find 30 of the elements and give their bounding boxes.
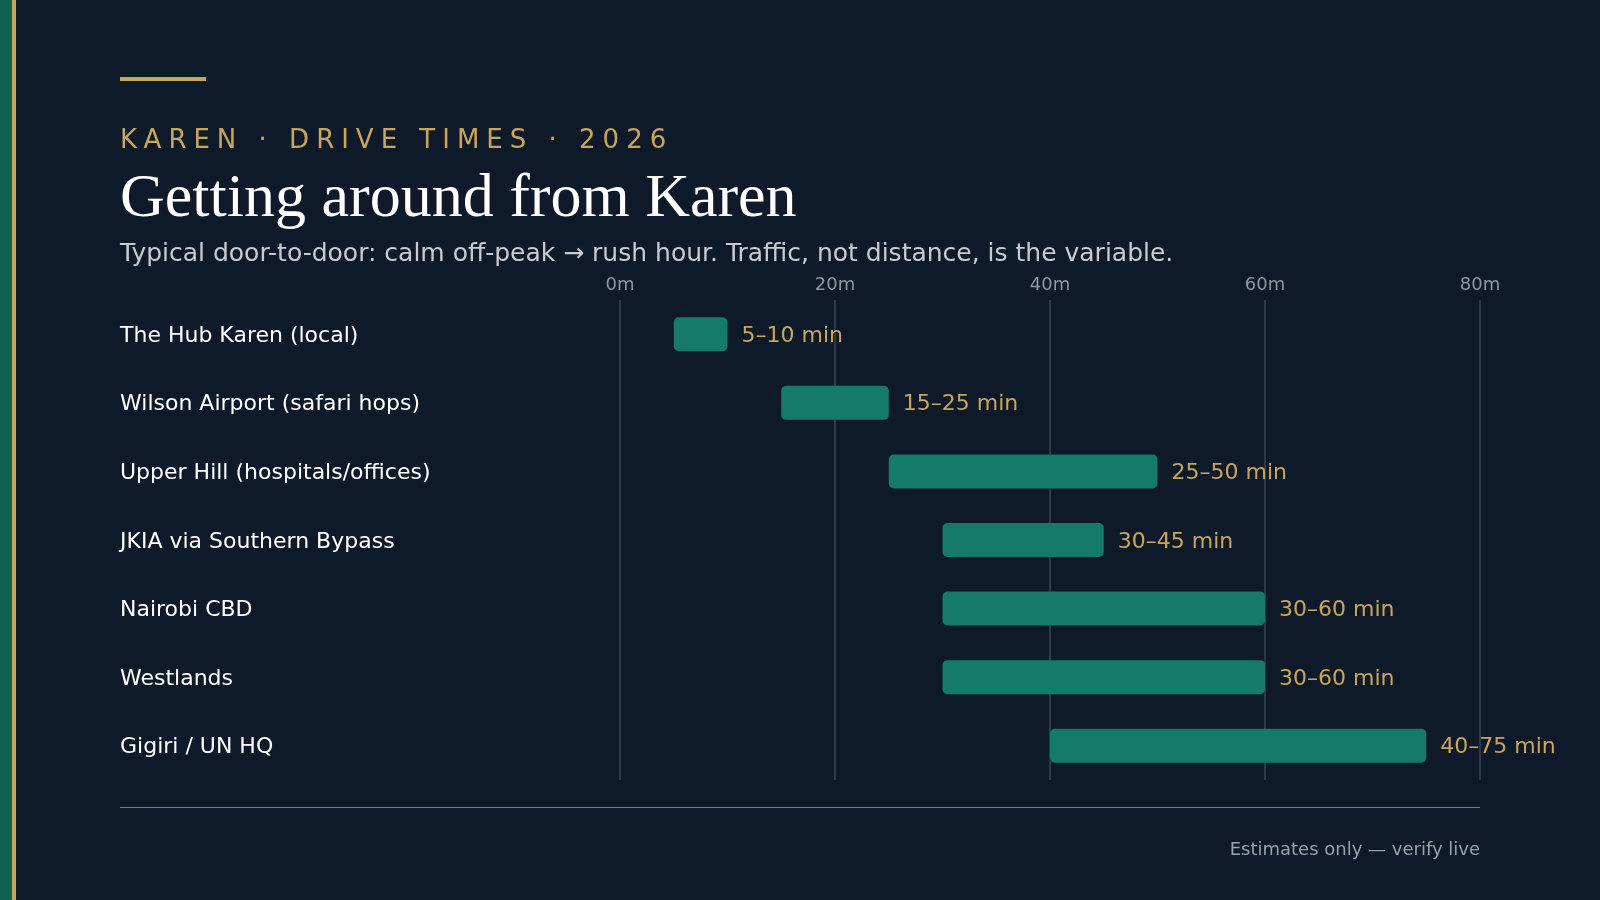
data-label: 15–25 min [902,390,1019,416]
text: Estimates only — verify live [1229,838,1480,859]
x-tick-label: 0m [605,272,635,294]
text: KAREN · DRIVE TIMES · 2026 [120,124,674,154]
y-tick-label: The Hub Karen (local) [119,321,359,347]
data-label: 30–60 min [1279,596,1395,622]
y-tick-label: Nairobi CBD [120,596,253,622]
x-tick-label: 20m [814,272,856,294]
bar [781,385,889,420]
data-label: 25–50 min [1171,458,1287,484]
bar [673,317,728,352]
y-tick-label: Wilson Airport (safari hops) [120,390,420,416]
data-label: 30–45 min [1117,527,1234,553]
x-tick-label: 80m [1459,272,1501,294]
data-label: 5–10 min [741,321,843,347]
y-tick-label: Upper Hill (hospitals/offices) [120,458,431,484]
y-tick-label: Gigiri / UN HQ [120,733,274,759]
bar [1050,728,1427,763]
y-tick-label: Westlands [120,664,234,690]
chart-subtitle: Typical door-to-door: calm off-peak → rush hour. Traffic, not distance, is the variable. [120,238,1174,267]
x-tick-label: 40m [1029,272,1071,294]
bar [942,591,1265,626]
bar [942,660,1265,695]
bar [888,454,1158,489]
chart-title: Getting around from Karen [120,160,797,231]
x-tick-label: 60m [1244,272,1286,294]
data-label: 30–60 min [1279,664,1395,690]
bar [942,523,1104,557]
data-label: 40–75 min [1440,733,1556,759]
y-tick-label: JKIA via Southern Bypass [118,527,395,553]
